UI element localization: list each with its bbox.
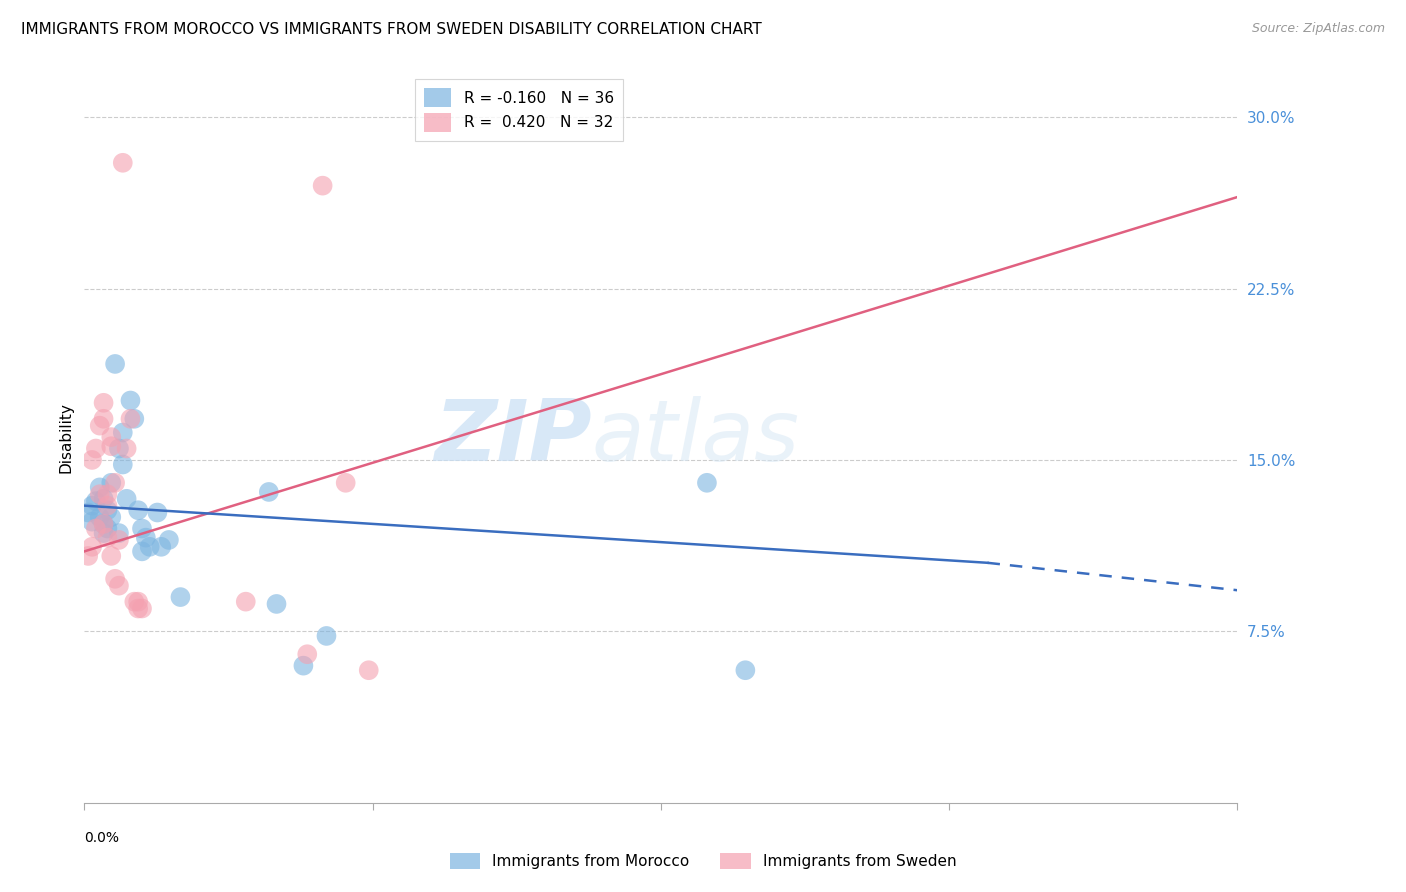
Point (93, 516, 115, 531)
Text: ZIP: ZIP (434, 395, 592, 479)
Point (131, 601, 153, 615)
Point (104, 475, 127, 490)
Legend: Immigrants from Morocco, Immigrants from Sweden: Immigrants from Morocco, Immigrants from… (443, 847, 963, 875)
Point (111, 155, 134, 169)
Point (80, 515, 103, 529)
Point (96, 531, 118, 545)
Point (89, 487, 111, 501)
Point (104, 572, 127, 586)
Point (257, 485, 280, 500)
Point (96, 499, 118, 513)
Y-axis label: Disability: Disability (58, 401, 73, 473)
Point (292, 658, 315, 673)
Point (127, 601, 149, 615)
Text: 0.0%: 0.0% (84, 830, 120, 845)
Point (84, 494, 107, 508)
Point (100, 475, 122, 490)
Point (115, 491, 138, 506)
Point (89, 510, 111, 524)
Point (100, 510, 122, 524)
Point (127, 595, 149, 609)
Point (124, 412, 146, 426)
Point (335, 475, 357, 490)
Point (315, 629, 337, 643)
Point (138, 540, 160, 554)
Point (100, 439, 122, 453)
Text: IMMIGRANTS FROM MOROCCO VS IMMIGRANTS FROM SWEDEN DISABILITY CORRELATION CHART: IMMIGRANTS FROM MOROCCO VS IMMIGRANTS FR… (21, 22, 762, 37)
Point (120, 393, 142, 408)
Point (77, 506, 100, 520)
Point (734, 663, 756, 677)
Point (93, 526, 115, 541)
Point (115, 442, 138, 456)
Point (146, 506, 169, 520)
Point (297, 647, 319, 661)
Point (96, 503, 118, 517)
Point (96, 521, 118, 535)
Point (77, 549, 100, 563)
Point (111, 458, 134, 472)
Point (89, 418, 111, 433)
Point (84, 442, 107, 456)
Point (80, 499, 103, 513)
Point (100, 549, 122, 563)
Point (108, 533, 131, 547)
Point (108, 526, 131, 541)
Point (150, 540, 173, 554)
Point (96, 487, 118, 501)
Point (93, 491, 115, 506)
Point (135, 531, 157, 545)
Point (120, 412, 142, 426)
Point (93, 412, 115, 426)
Point (696, 475, 718, 490)
Point (131, 544, 153, 558)
Point (235, 595, 257, 609)
Point (357, 663, 380, 677)
Point (108, 442, 131, 456)
Point (100, 430, 122, 444)
Point (311, 178, 333, 193)
Point (169, 590, 191, 604)
Point (127, 503, 149, 517)
Point (124, 595, 146, 609)
Point (84, 521, 107, 535)
Point (93, 396, 115, 410)
Text: atlas: atlas (592, 395, 800, 479)
Point (89, 480, 111, 494)
Point (266, 597, 288, 611)
Point (111, 425, 134, 440)
Point (131, 521, 153, 535)
Point (108, 579, 131, 593)
Point (104, 357, 127, 371)
Text: Source: ZipAtlas.com: Source: ZipAtlas.com (1251, 22, 1385, 36)
Legend: R = -0.160   N = 36, R =  0.420   N = 32: R = -0.160 N = 36, R = 0.420 N = 32 (415, 79, 623, 141)
Point (80, 540, 103, 554)
Point (80, 453, 103, 467)
Point (93, 516, 115, 531)
Point (157, 533, 180, 547)
